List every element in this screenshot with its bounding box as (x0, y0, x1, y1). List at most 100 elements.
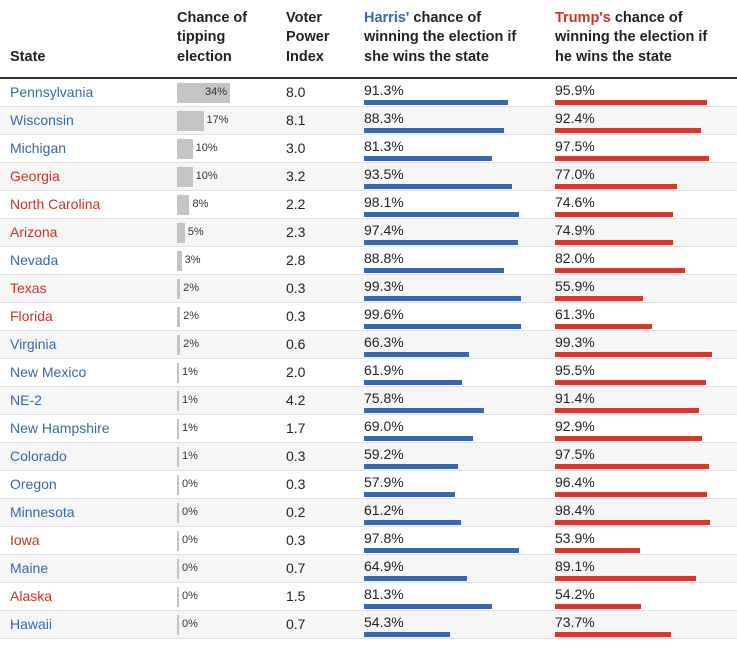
tipping-cell: 0% (177, 531, 277, 551)
vpi-value: 0.6 (286, 336, 306, 352)
table-row: NE-2 1% 4.2 75.8% 91.4% (0, 387, 737, 415)
harris-bar (364, 156, 493, 161)
state-name: Iowa (10, 532, 40, 548)
state-name: Michigan (10, 140, 67, 156)
table-row: Maine 0% 0.7 64.9% 89.1% (0, 555, 737, 583)
harris-bar (364, 240, 518, 245)
state-name: Pennsylvania (10, 84, 94, 100)
tipping-bar (177, 279, 181, 299)
table-row: New Hampshire 1% 1.7 69.0% 92.9% (0, 415, 737, 443)
table-row: Iowa 0% 0.3 97.8% 53.9% (0, 527, 737, 555)
tipping-cell: 0% (177, 503, 277, 523)
tipping-cell: 1% (177, 391, 277, 411)
trump-bar (555, 296, 644, 301)
vpi-value: 0.3 (286, 476, 306, 492)
tipping-cell: 5% (177, 223, 277, 243)
harris-pct: 81.3% (364, 586, 404, 602)
vpi-value: 4.2 (286, 392, 306, 408)
state-name: Minnesota (10, 504, 75, 520)
table-row: Georgia 10% 3.2 93.5% 77.0% (0, 163, 737, 191)
trump-bar (555, 492, 708, 497)
tipping-bar (177, 531, 179, 551)
tipping-cell: 8% (177, 195, 277, 215)
tipping-bar (177, 195, 190, 215)
state-name: Arizona (10, 224, 58, 240)
harris-bar (364, 212, 519, 217)
header-state: State (10, 48, 46, 65)
tipping-bar (177, 447, 179, 467)
vpi-value: 0.3 (286, 448, 306, 464)
tipping-cell: 1% (177, 363, 277, 383)
vpi-value: 2.2 (286, 196, 306, 212)
trump-bar (555, 548, 641, 553)
tipping-label: 10% (195, 142, 218, 154)
vpi-value: 1.5 (286, 588, 306, 604)
tipping-label: 2% (183, 282, 200, 294)
harris-bar (364, 296, 521, 301)
tipping-label: 0% (182, 534, 198, 546)
vpi-value: 3.0 (286, 140, 306, 156)
trump-pct: 92.9% (555, 418, 595, 434)
table-row: Oregon 0% 0.3 57.9% 96.4% (0, 471, 737, 499)
trump-pct: 74.9% (555, 222, 595, 238)
vpi-value: 0.3 (286, 280, 306, 296)
tipping-bar (177, 139, 193, 159)
table-row: Michigan 10% 3.0 81.3% 97.5% (0, 135, 737, 163)
table-row: Alaska 0% 1.5 81.3% 54.2% (0, 583, 737, 611)
table-body: Pennsylvania 34% 8.0 91.3% 95.9% Wisconsin 17%… (0, 79, 737, 639)
tipping-cell: 2% (177, 279, 277, 299)
vpi-value: 3.2 (286, 168, 306, 184)
trump-pct: 91.4% (555, 390, 595, 406)
trump-pct: 96.4% (555, 474, 595, 490)
trump-bar (555, 100, 707, 105)
trump-bar (555, 632, 672, 637)
table-row: Nevada 3% 2.8 88.8% 82.0% (0, 247, 737, 275)
tipping-cell: 10% (177, 167, 277, 187)
harris-pct: 88.8% (364, 250, 404, 266)
harris-pct: 88.3% (364, 110, 404, 126)
vpi-value: 0.3 (286, 532, 306, 548)
tipping-bar (177, 251, 182, 271)
tipping-label: 2% (183, 338, 200, 350)
state-name: Hawaii (10, 616, 53, 632)
tipping-cell: 1% (177, 419, 277, 439)
tipping-label: 1% (182, 422, 198, 434)
tipping-bar (177, 167, 193, 187)
harris-bar (364, 128, 504, 133)
harris-pct: 99.6% (364, 306, 404, 322)
trump-bar (555, 464, 710, 469)
trump-pct: 77.0% (555, 166, 595, 182)
tipping-label: 0% (182, 478, 198, 490)
harris-bar (364, 324, 522, 329)
vpi-value: 8.1 (286, 112, 306, 128)
tipping-bar (177, 307, 181, 327)
tipping-bar (177, 391, 179, 411)
tipping-label: 5% (187, 226, 204, 238)
harris-pct: 97.8% (364, 530, 404, 546)
harris-bar (364, 268, 505, 273)
table-row: Florida 2% 0.3 99.6% 61.3% (0, 303, 737, 331)
tipping-bar (177, 223, 185, 243)
trump-pct: 95.9% (555, 82, 595, 98)
state-name: NE-2 (10, 392, 42, 408)
trump-bar (555, 408, 700, 413)
trump-pct: 82.0% (555, 250, 595, 266)
vpi-value: 0.2 (286, 504, 306, 520)
trump-bar (555, 128, 701, 133)
state-name: Virginia (10, 336, 57, 352)
state-name: New Mexico (10, 364, 87, 380)
table-row: Colorado 1% 0.3 59.2% 97.5% (0, 443, 737, 471)
trump-pct: 54.2% (555, 586, 595, 602)
harris-bar (364, 464, 458, 469)
harris-bar (364, 408, 484, 413)
trump-bar (555, 576, 696, 581)
vpi-value: 0.7 (286, 616, 306, 632)
tipping-cell: 0% (177, 615, 277, 635)
trump-pct: 89.1% (555, 558, 595, 574)
table-row: Virginia 2% 0.6 66.3% 99.3% (0, 331, 737, 359)
table-row: Hawaii 0% 0.7 54.3% 73.7% (0, 611, 737, 639)
harris-bar (364, 520, 461, 525)
harris-bar (364, 576, 467, 581)
trump-bar (555, 380, 706, 385)
trump-bar (555, 604, 641, 609)
